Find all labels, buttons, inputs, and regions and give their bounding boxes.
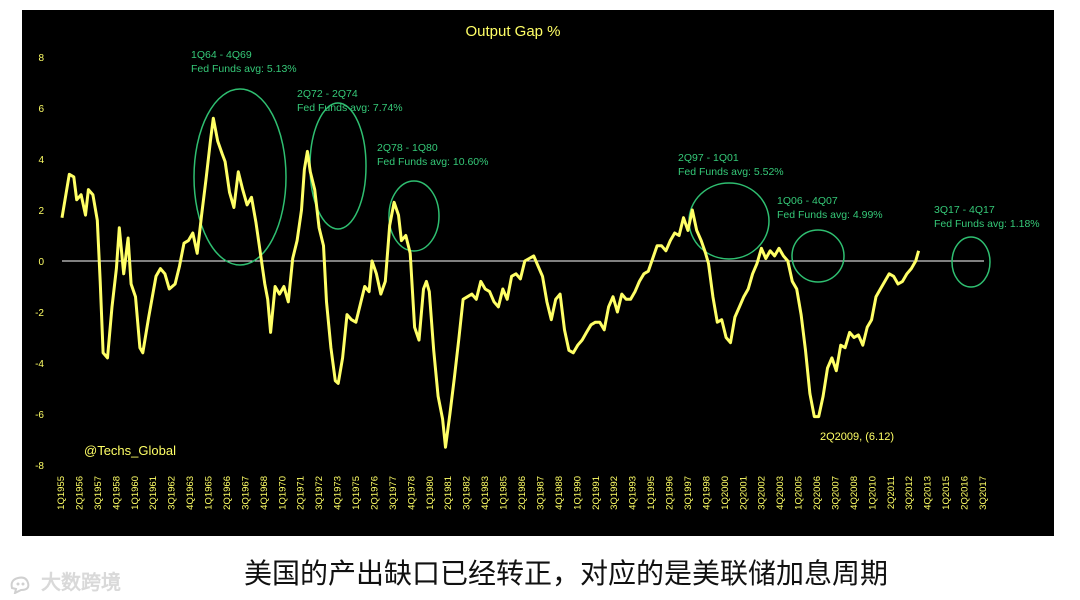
highlight-circle <box>688 182 770 260</box>
chart-title: Output Gap % <box>465 23 560 40</box>
annotation-fed-funds: Fed Funds avg: 1.18% <box>934 218 1040 230</box>
output-gap-line <box>60 116 921 449</box>
x-tick-label: 4Q1983 <box>480 476 491 510</box>
chat-bubble-icon <box>10 576 30 594</box>
y-tick-label: 0 <box>38 257 44 268</box>
x-tick-label: 4Q2003 <box>775 476 786 510</box>
annotation-period: 1Q64 - 4Q69 <box>191 49 252 61</box>
x-tick-label: 2Q1961 <box>148 476 159 510</box>
annotation-fed-funds: Fed Funds avg: 10.60% <box>377 156 489 168</box>
x-axis: 1Q1955 2Q1956 3Q1957 4Q1958 1Q1960 2Q1961 3Q19… <box>56 476 989 510</box>
chart-panel: Output Gap % 8 6 4 2 0 -2 -4 -6 -8 1Q1955 2Q1956 3… <box>22 10 1054 536</box>
x-tick-label: 1Q2005 <box>794 476 805 510</box>
x-tick-label: 2Q1966 <box>222 476 233 510</box>
caption-area: 美国的产出缺口已经转正，对应的是美联储加息周期 <box>0 550 1080 596</box>
y-tick-label: -8 <box>35 461 44 472</box>
highlight-circle <box>791 229 845 283</box>
annotation-period: 2Q72 - 2Q74 <box>297 88 358 100</box>
x-tick-label: 4Q1978 <box>406 476 417 510</box>
x-tick-label: 4Q2008 <box>849 476 860 510</box>
annotation-period: 1Q06 - 4Q07 <box>777 195 838 207</box>
trough-label: 2Q2009, (6.12) <box>820 431 894 443</box>
x-tick-label: 1Q1995 <box>646 476 657 510</box>
highlight-circle <box>388 180 440 252</box>
x-tick-label: 3Q2007 <box>830 476 841 510</box>
x-tick-label: 1Q1990 <box>572 476 583 510</box>
x-tick-label: 4Q1963 <box>185 476 196 510</box>
x-tick-label: 2Q1996 <box>665 476 676 510</box>
x-tick-label: 3Q1997 <box>683 476 694 510</box>
x-tick-label: 4Q1973 <box>333 476 344 510</box>
x-tick-label: 2Q2016 <box>960 476 971 510</box>
watermark: 大数跨境 <box>8 566 121 595</box>
x-tick-label: 1Q1965 <box>204 476 215 510</box>
y-axis: 8 6 4 2 0 -2 -4 -6 -8 <box>35 53 44 472</box>
annotation-period: 3Q17 - 4Q17 <box>934 204 995 216</box>
source-label: @Techs_Global <box>84 443 176 458</box>
x-tick-label: 1Q2000 <box>720 476 731 510</box>
x-tick-label: 2Q1971 <box>296 476 307 510</box>
x-tick-label: 3Q1977 <box>388 476 399 510</box>
x-tick-label: 1Q2010 <box>867 476 878 510</box>
x-tick-label: 3Q1982 <box>462 476 473 510</box>
x-tick-label: 4Q2013 <box>923 476 934 510</box>
x-tick-label: 4Q1968 <box>259 476 270 510</box>
x-tick-label: 1Q1970 <box>277 476 288 510</box>
x-tick-label: 2Q1956 <box>74 476 85 510</box>
x-tick-label: 4Q1993 <box>628 476 639 510</box>
x-tick-label: 1Q1985 <box>499 476 510 510</box>
x-tick-label: 4Q1988 <box>554 476 565 510</box>
annotation-fed-funds: Fed Funds avg: 4.99% <box>777 209 883 221</box>
x-tick-label: 3Q1992 <box>609 476 620 510</box>
x-tick-label: 3Q1972 <box>314 476 325 510</box>
watermark-text: 大数跨境 <box>40 570 121 594</box>
x-tick-label: 1Q1960 <box>130 476 141 510</box>
x-tick-label: 1Q1955 <box>56 476 67 510</box>
x-tick-label: 4Q1998 <box>701 476 712 510</box>
x-tick-label: 3Q2017 <box>978 476 989 510</box>
annotation-period: 2Q97 - 1Q01 <box>678 152 739 164</box>
x-tick-label: 2Q2001 <box>738 476 749 510</box>
annotation-fed-funds: Fed Funds avg: 7.74% <box>297 102 403 114</box>
x-tick-label: 4Q1958 <box>111 476 122 510</box>
x-tick-label: 1Q2015 <box>941 476 952 510</box>
annotation-fed-funds: Fed Funds avg: 5.13% <box>191 63 297 75</box>
y-tick-label: -4 <box>35 359 44 370</box>
x-tick-label: 2Q1976 <box>369 476 380 510</box>
x-tick-label: 1Q1980 <box>425 476 436 510</box>
annotation-fed-funds: Fed Funds avg: 5.52% <box>678 166 784 178</box>
x-tick-label: 2Q2011 <box>886 476 897 509</box>
x-tick-label: 2Q1981 <box>443 476 454 510</box>
y-tick-label: 8 <box>38 53 44 64</box>
caption-text: 美国的产出缺口已经转正，对应的是美联储加息周期 <box>244 557 889 590</box>
y-tick-label: 6 <box>38 104 44 115</box>
x-tick-label: 2Q1986 <box>517 476 528 510</box>
annotations: 1Q64 - 4Q69 Fed Funds avg: 5.13% 2Q72 - 2Q… <box>191 49 1040 230</box>
x-tick-label: 3Q1967 <box>240 476 251 510</box>
x-tick-label: 3Q1962 <box>167 476 178 510</box>
x-tick-label: 3Q2012 <box>904 476 915 510</box>
highlight-circle <box>193 88 287 266</box>
output-gap-chart: Output Gap % 8 6 4 2 0 -2 -4 -6 -8 1Q1955 2Q1956 3… <box>35 23 1040 510</box>
x-tick-label: 2Q2006 <box>812 476 823 510</box>
y-tick-label: 2 <box>38 206 44 217</box>
y-tick-label: -6 <box>35 410 44 421</box>
x-tick-label: 2Q1991 <box>591 476 602 510</box>
y-tick-label: -2 <box>35 308 44 319</box>
x-tick-label: 3Q2002 <box>757 476 768 510</box>
y-tick-label: 4 <box>38 155 44 166</box>
x-tick-label: 1Q1975 <box>351 476 362 510</box>
annotation-period: 2Q78 - 1Q80 <box>377 142 438 154</box>
x-tick-label: 3Q1987 <box>535 476 546 510</box>
highlight-circle <box>951 236 991 288</box>
x-tick-label: 3Q1957 <box>93 476 104 510</box>
